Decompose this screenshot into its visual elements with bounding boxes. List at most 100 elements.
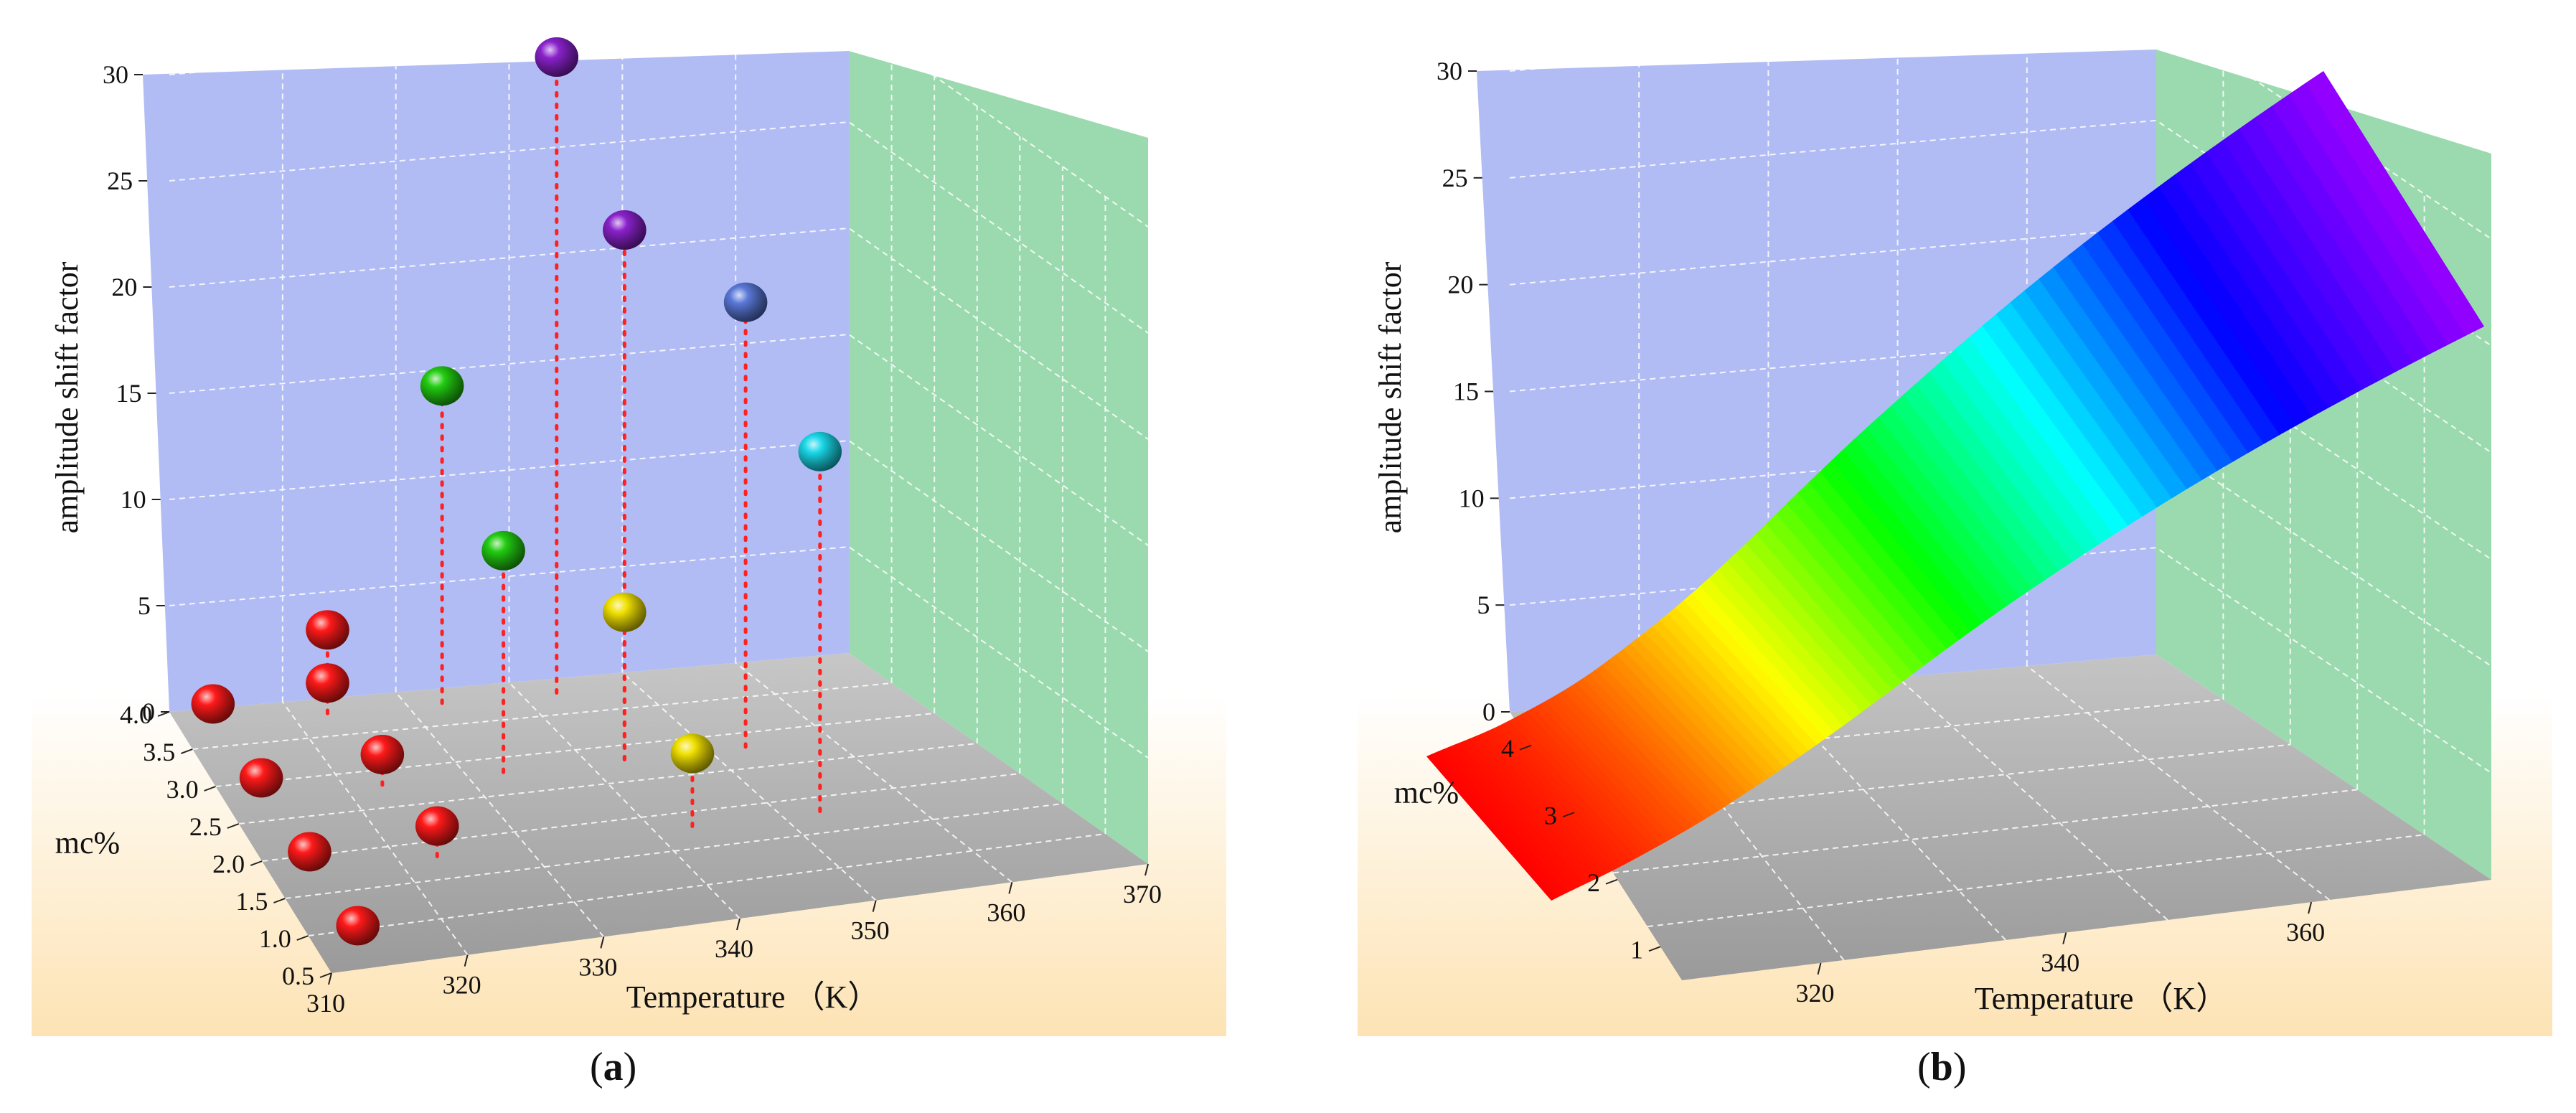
data-point-shade xyxy=(670,733,715,774)
z-tick-label-b: 30 xyxy=(1437,57,1462,85)
caption-b-letter: b xyxy=(1930,1045,1953,1089)
y-tick-label-a: 2.0 xyxy=(212,850,245,878)
data-point-shade xyxy=(798,431,842,471)
x-axis-label-a: Temperature （K） xyxy=(626,980,879,1015)
x-tick-label-b: 340 xyxy=(2041,949,2079,977)
grid-line-a xyxy=(169,545,1149,759)
y-axis-label-a: mc% xyxy=(55,825,120,860)
caption-a: (a) xyxy=(590,1045,637,1089)
x-tick-label-a: 330 xyxy=(578,952,617,981)
chart-a: 0 5 10 15 20 25 30 0.5 1.0 1.5 2.0 2.5 3.0 3.5 4.0 310 3… xyxy=(32,32,1226,1036)
data-point-shade xyxy=(288,832,332,872)
y-tick-b xyxy=(1648,946,1661,952)
y-tick-a xyxy=(227,823,240,829)
y-tick-label-a: 2.5 xyxy=(189,812,222,841)
grid-line-b xyxy=(2026,665,2331,901)
grid-line-a xyxy=(395,692,605,937)
x-tick-a xyxy=(328,972,332,985)
data-point-shade xyxy=(360,734,405,774)
z-tick-label-b: 15 xyxy=(1453,377,1479,406)
grid-line-b xyxy=(1509,333,2492,560)
grid-line-a xyxy=(169,439,1149,652)
data-point-shade xyxy=(191,684,235,724)
z-tick-label-b: 25 xyxy=(1442,164,1468,192)
data-point-shade xyxy=(723,282,768,322)
grid-line-a xyxy=(735,662,1012,883)
y-tick-label-b: 3 xyxy=(1544,801,1557,830)
y-tick-b xyxy=(1519,744,1532,751)
z-tick-label-a: 15 xyxy=(116,379,142,408)
y-tick-b xyxy=(1605,878,1618,885)
caption-b: (b) xyxy=(1917,1045,1967,1089)
y-tick-label-a: 1.5 xyxy=(235,887,268,916)
z-tick-label-a: 0 xyxy=(142,698,155,726)
grid-line-a xyxy=(169,121,1149,334)
grid-line-a xyxy=(169,32,1149,227)
y-tick-label-a: 3.5 xyxy=(143,738,175,766)
x-tick-label-b: 320 xyxy=(1795,979,1834,1008)
grid-line-a xyxy=(621,672,877,901)
z-tick-label-a: 20 xyxy=(111,273,137,301)
grid-line-a xyxy=(262,773,1020,862)
z-tick-label-a: 30 xyxy=(103,60,128,89)
y-tick-a xyxy=(157,711,170,717)
y-tick-label-a: 1.0 xyxy=(259,924,291,953)
x-tick-a xyxy=(1008,882,1013,894)
z-axis-label-a: amplitude shift factor xyxy=(50,261,85,533)
data-point-shade xyxy=(306,663,349,703)
x-axis-label-b: Temperature （K） xyxy=(1975,981,2227,1016)
y-tick-label-a: 0.5 xyxy=(282,962,314,990)
y-tick-a xyxy=(273,898,286,903)
x-tick-label-a: 310 xyxy=(306,989,345,1018)
z-axis-label-b: amplitude shift factor xyxy=(1373,261,1408,533)
grid-line-b xyxy=(1896,677,2168,921)
z-tick-label-b: 20 xyxy=(1447,271,1473,299)
x-tick-a xyxy=(464,954,469,967)
data-point-shade xyxy=(535,37,579,77)
data-point-shade xyxy=(239,758,283,798)
grid-line-b xyxy=(1578,743,2290,820)
caption-a-letter: a xyxy=(603,1045,624,1089)
x-tick-label-a: 360 xyxy=(987,898,1025,926)
z-tick-label-b: 5 xyxy=(1477,591,1490,619)
x-tick-label-a: 320 xyxy=(443,971,481,1000)
grid-line-a xyxy=(282,701,469,956)
grid-line-b xyxy=(1612,789,2358,874)
z-tick-label-a: 5 xyxy=(138,591,151,620)
x-tick-a xyxy=(1144,863,1149,876)
grid-line-b xyxy=(1767,688,2006,941)
z-tick-label-b: 0 xyxy=(1482,698,1495,726)
y-tick-a xyxy=(180,748,193,754)
z-tick-label-a: 10 xyxy=(121,485,146,514)
x-tick-label-a: 370 xyxy=(1123,880,1162,908)
data-point-shade xyxy=(603,210,647,250)
data-point-shade xyxy=(306,610,349,650)
grid-line-a xyxy=(192,682,892,750)
x-tick-b xyxy=(1817,962,1822,975)
y-tick-label-a: 4.0 xyxy=(120,700,152,729)
z-tick-label-b: 10 xyxy=(1459,484,1485,512)
y-tick-a xyxy=(204,786,216,792)
data-point-shade xyxy=(481,530,525,570)
x-tick-a xyxy=(736,918,741,931)
grid-line-a xyxy=(169,333,1149,546)
y-tick-a xyxy=(250,860,263,866)
grid-line-a xyxy=(508,682,741,919)
z-tick-label-a: 25 xyxy=(107,166,133,195)
x-tick-label-a: 340 xyxy=(715,934,753,963)
chart-b-svg: 0 5 10 15 20 25 30 1 2 3 4 320 340 360 amplitude shif… xyxy=(1358,32,2552,1036)
data-point-shade xyxy=(336,906,380,946)
x-tick-b xyxy=(2062,932,2067,944)
grid-line-a xyxy=(238,743,977,825)
y-axis-label-b: mc% xyxy=(1394,775,1459,810)
data-point-shade xyxy=(603,592,647,632)
data-point-shade xyxy=(415,806,459,846)
y-tick-label-b: 4 xyxy=(1501,734,1514,763)
grid-line-b xyxy=(1509,440,2492,667)
y-tick-b xyxy=(1562,812,1575,818)
x-tick-a xyxy=(872,900,877,912)
x-tick-b xyxy=(2308,901,2313,914)
chart-b: 0 5 10 15 20 25 30 1 2 3 4 320 340 360 amplitude shif… xyxy=(1358,32,2552,1036)
chart-a-svg: 0 5 10 15 20 25 30 0.5 1.0 1.5 2.0 2.5 3.0 3.5 4.0 310 3… xyxy=(32,32,1226,1036)
y-tick-label-b: 2 xyxy=(1587,868,1600,897)
